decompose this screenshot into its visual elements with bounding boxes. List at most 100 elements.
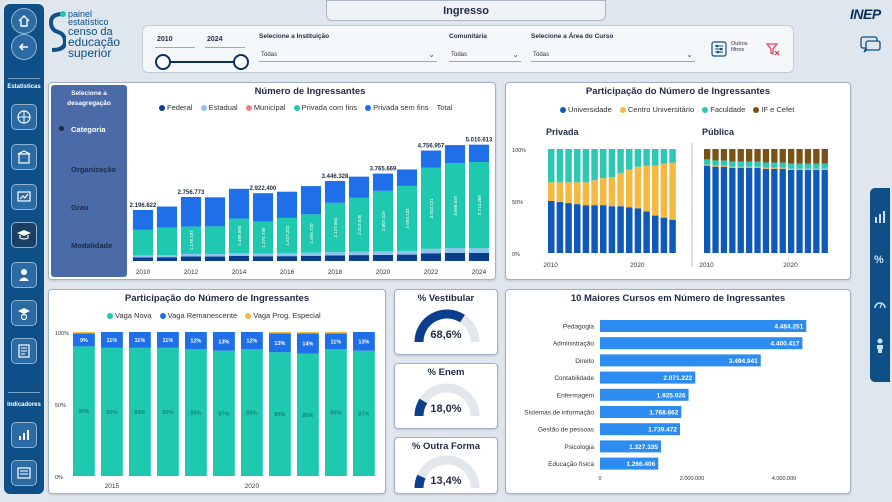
bar-if xyxy=(796,149,803,164)
chart-board-icon[interactable] xyxy=(11,184,37,210)
bar-if xyxy=(779,149,786,163)
chart-top-cursos: Pedagogia 4.484.251 Administração 4.400.417… xyxy=(524,320,807,482)
year-start[interactable]: 2010 xyxy=(157,36,173,43)
bar-faculdade xyxy=(669,149,676,163)
bar-faculdade xyxy=(634,149,642,167)
bar-faculdade xyxy=(626,149,633,170)
year-end-underline xyxy=(205,47,245,48)
bar-curso xyxy=(600,457,659,470)
x-tick-label: 2015 xyxy=(105,483,120,490)
bar-vaga-rem xyxy=(101,332,123,348)
disagg-item-organizacao[interactable]: Organização xyxy=(71,165,117,174)
bar-faculdade xyxy=(556,149,564,183)
certificate-icon[interactable] xyxy=(11,300,37,326)
disagg-item-grau[interactable]: Grau xyxy=(71,203,89,212)
category-label: Sistemas de informação xyxy=(524,410,594,417)
bar-privada-sem xyxy=(372,173,394,191)
bar-universidade xyxy=(617,206,624,253)
bar-vaga-rem xyxy=(297,333,319,354)
gauge-fill xyxy=(414,474,426,489)
year-end[interactable]: 2024 xyxy=(207,36,223,43)
bar-privada-com xyxy=(420,167,442,249)
legend-privada-com: Privada com fins xyxy=(301,103,358,112)
year-slider-handle-start[interactable] xyxy=(155,54,171,70)
bar-universidade xyxy=(574,204,581,253)
bar-privada-sem xyxy=(252,193,274,222)
bar-centro xyxy=(804,168,812,170)
graduation-cap-icon[interactable] xyxy=(11,222,37,248)
percent-icon[interactable]: % xyxy=(874,254,884,266)
y-tick-label: 100% xyxy=(512,148,526,154)
privada-com-label: 1.488.000 xyxy=(237,225,242,246)
globe-icon[interactable] xyxy=(11,104,37,130)
bar-faculdade xyxy=(729,161,736,167)
year-slider-handle-end[interactable] xyxy=(233,54,249,70)
bar-faculdade xyxy=(821,163,828,169)
bar-privada-com xyxy=(276,217,298,254)
bar-faculdade xyxy=(608,149,616,178)
category-label: Contabilidade xyxy=(554,375,594,382)
bar-faculdade xyxy=(712,160,719,166)
gauge-enem-title: % Enem xyxy=(427,367,465,378)
total-label: 2.922.400 xyxy=(250,186,277,192)
vaga-rem-label: 13% xyxy=(274,341,285,347)
legend-municipal: Municipal xyxy=(253,103,286,112)
student-icon[interactable] xyxy=(11,262,37,288)
gauge-icon[interactable] xyxy=(873,298,887,312)
bar-vaga-rem xyxy=(157,332,179,348)
bar-privada-sem xyxy=(276,191,298,218)
bar-universidade xyxy=(804,169,812,253)
report-icon[interactable] xyxy=(11,460,37,486)
building-icon[interactable] xyxy=(11,144,37,170)
bar-estadual xyxy=(228,253,250,256)
privada-com-label: 1.178.197 xyxy=(189,230,194,251)
area-select[interactable]: Todas ⌄ xyxy=(531,50,695,62)
home-icon[interactable] xyxy=(11,8,37,34)
bar-estadual xyxy=(300,252,322,256)
bar-vaga-rem xyxy=(353,332,375,351)
outros-filtros-button[interactable]: Outros filtros xyxy=(731,41,748,53)
bar-centro xyxy=(779,167,786,169)
privada-com-label: 1.656.720 xyxy=(309,223,314,244)
legend-vaga-prog: Vaga Prog. Especial xyxy=(253,311,321,320)
bar-vaga-rem xyxy=(185,332,207,350)
value-label: 1.266.406 xyxy=(626,461,655,468)
bar-centro xyxy=(600,178,607,206)
disagg-item-modalidade[interactable]: Modalidade xyxy=(71,241,113,250)
bar-privada-sem xyxy=(228,188,250,219)
bar-privada-sem xyxy=(180,197,202,227)
bar-if xyxy=(813,149,820,164)
comunitaria-select[interactable]: Todas ⌄ xyxy=(449,50,521,62)
chart-ingressantes: 2.196.822 2.756.773 1.178.197 1.488.000 2.92… xyxy=(130,138,493,276)
bar-estadual xyxy=(276,253,298,257)
back-icon[interactable] xyxy=(11,34,37,60)
bar-faculdade xyxy=(762,162,770,168)
sliders-icon[interactable] xyxy=(711,41,727,57)
bar-centro xyxy=(821,168,828,170)
disagg-item-categoria[interactable]: Categoria xyxy=(71,125,106,134)
chat-icon[interactable] xyxy=(860,36,882,54)
total-label: 3.765.669 xyxy=(370,167,397,173)
bar-centro xyxy=(746,166,753,168)
x-tick-label: 2.000.000 xyxy=(680,476,704,482)
person-icon[interactable] xyxy=(874,338,886,354)
privada-com-label: 1.527.322 xyxy=(285,225,290,246)
chart4-title: 10 Maiores Cursos em Número de Ingressan… xyxy=(570,293,786,304)
bar-universidade xyxy=(746,167,753,253)
bar-universidade xyxy=(669,219,676,253)
clear-filter-icon[interactable] xyxy=(766,42,780,56)
area-value: Todas xyxy=(533,52,550,58)
chart3-title: Participação do Número de Ingressantes xyxy=(124,293,310,304)
presentation-icon[interactable] xyxy=(11,338,37,364)
year-slider-track[interactable] xyxy=(161,61,241,63)
disagg-title: Selecione a desagregação xyxy=(67,90,111,107)
bar-chart-icon[interactable] xyxy=(873,210,887,224)
value-label: 1.739.472 xyxy=(648,427,677,434)
bar-universidade xyxy=(754,167,761,253)
bar-faculdade xyxy=(788,163,795,169)
gauge-fill xyxy=(414,398,428,417)
growth-chart-icon[interactable] xyxy=(11,422,37,448)
bar-universidade xyxy=(821,169,828,253)
bar-privada-com xyxy=(156,227,178,256)
instituicao-select[interactable]: Todas ⌄ xyxy=(259,50,437,62)
